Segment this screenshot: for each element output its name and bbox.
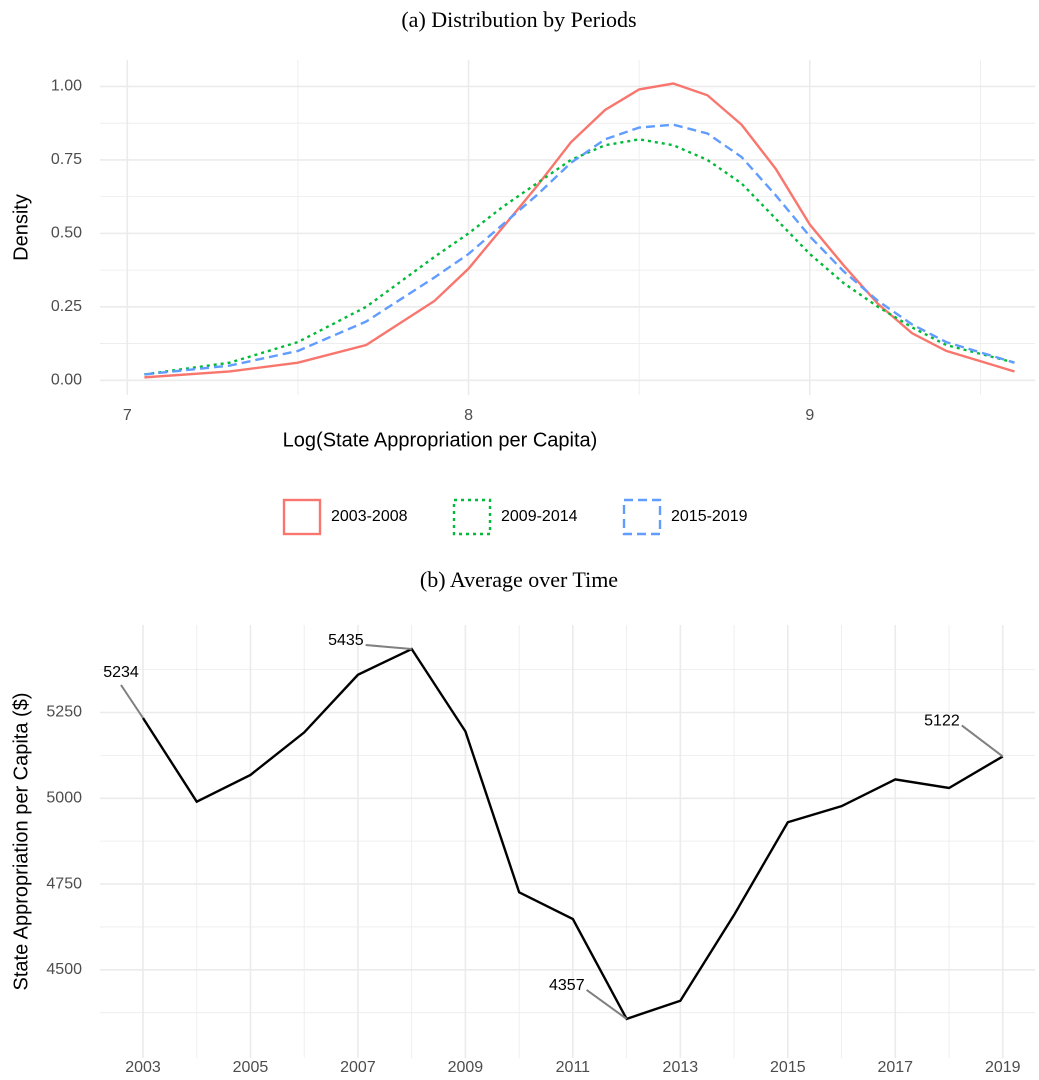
y-tick-label: 1.00 [51, 78, 82, 95]
y-tick-label: 4500 [46, 961, 82, 978]
x-tick-label: 9 [805, 407, 814, 424]
y-axis-title: Density [10, 194, 32, 261]
data-line [144, 123, 1015, 376]
x-axis-title: Log(State Appropriation per Capita) [283, 429, 598, 451]
data-line [141, 647, 1004, 1021]
value-label: 5435 [328, 632, 364, 649]
legend-label: 2009-2014 [501, 508, 578, 525]
legend-key [452, 498, 492, 536]
data-line [144, 138, 1015, 376]
x-tick-label: 8 [464, 407, 473, 424]
x-tick-label: 2009 [448, 1059, 484, 1076]
y-tick-label: 5000 [46, 789, 82, 806]
x-tick-label: 2019 [985, 1059, 1021, 1076]
y-tick-label: 0.75 [51, 151, 82, 168]
x-tick-label: 7 [123, 407, 132, 424]
x-tick-label: 2017 [877, 1059, 913, 1076]
y-tick-label: 0.50 [51, 225, 82, 242]
y-tick-label: 4750 [46, 875, 82, 892]
x-tick-label: 2005 [233, 1059, 269, 1076]
x-tick-label: 2007 [340, 1059, 376, 1076]
annotation-connector [120, 684, 144, 719]
x-tick-label: 2003 [125, 1059, 161, 1076]
x-tick-label: 2015 [770, 1059, 806, 1076]
legend-key [282, 498, 322, 536]
annotation-connector [961, 724, 1004, 758]
chart-title: (a) Distribution by Periods [401, 7, 636, 32]
x-tick-label: 2013 [663, 1059, 699, 1076]
x-tick-label: 2011 [556, 1059, 591, 1076]
legend-label: 2003-2008 [331, 508, 408, 525]
legend-key [622, 498, 662, 536]
value-label: 4357 [549, 977, 585, 994]
y-tick-label: 5250 [46, 704, 82, 721]
data-line [144, 82, 1015, 379]
y-axis-title: State Appropriation per Capita ($) [10, 693, 32, 991]
y-tick-label: 0.00 [51, 372, 82, 389]
annotation-connector [586, 989, 628, 1020]
y-tick-label: 0.25 [51, 298, 82, 315]
chart-title: (b) Average over Time [420, 567, 618, 592]
legend-label: 2015-2019 [671, 508, 748, 525]
value-label: 5122 [924, 713, 960, 730]
annotation-connector [365, 644, 412, 651]
value-label: 5234 [103, 664, 139, 681]
